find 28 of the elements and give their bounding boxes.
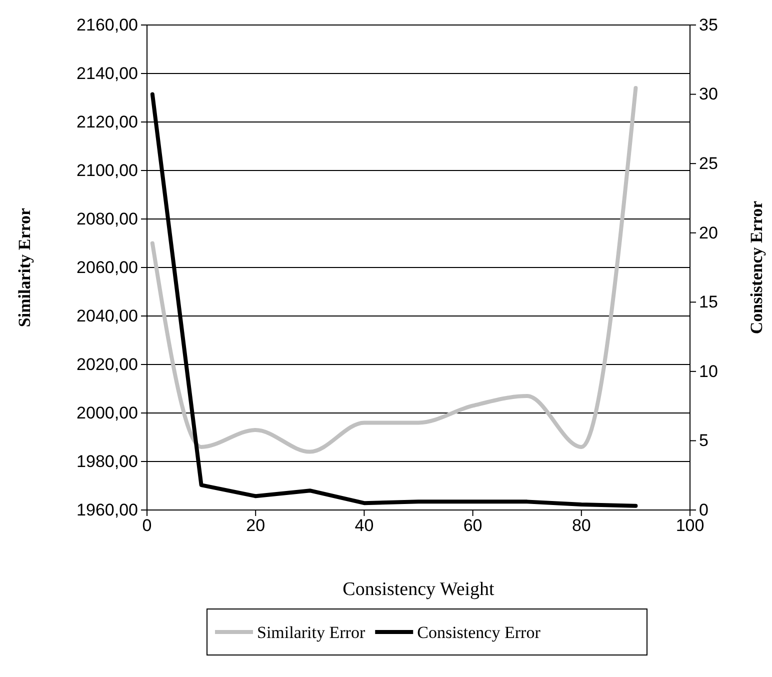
- y-tick-label: 2160,00: [76, 15, 138, 34]
- y2-tick-label: 35: [699, 15, 718, 34]
- y-tick-label: 2120,00: [76, 112, 138, 132]
- y2-tick-label: 25: [699, 154, 718, 174]
- y2-tick-label: 10: [699, 362, 718, 381]
- x-tick-label: 60: [463, 516, 482, 536]
- legend-label: Consistency Error: [417, 623, 541, 642]
- y-tick-label: 2040,00: [76, 306, 138, 326]
- x-tick-label: 0: [142, 516, 152, 536]
- y-axis-title: Similarity Error: [15, 207, 34, 328]
- x-tick-label: 40: [354, 516, 374, 536]
- y2-tick-label: 30: [699, 84, 718, 104]
- y-tick-label: 1960,00: [76, 500, 138, 520]
- x-axis-title: Consistency Weight: [342, 579, 496, 600]
- y2-axis-title: Consistency Error: [747, 200, 766, 334]
- y2-tick-label: 15: [699, 292, 718, 312]
- y2-tick-label: 5: [699, 431, 708, 450]
- y-tick-label: 2000,00: [76, 403, 138, 422]
- y2-tick-label: 20: [699, 223, 718, 242]
- y-tick-label: 1980,00: [76, 452, 138, 471]
- y-tick-label: 2140,00: [76, 64, 138, 83]
- x-tick-label: 20: [246, 516, 266, 536]
- y-tick-label: 2060,00: [76, 258, 138, 277]
- y-tick-label: 2100,00: [76, 160, 138, 180]
- legend-label: Similarity Error: [257, 623, 366, 642]
- y-tick-label: 2020,00: [76, 354, 138, 374]
- x-tick-label: 80: [572, 516, 591, 536]
- y-tick-label: 2080,00: [76, 209, 138, 228]
